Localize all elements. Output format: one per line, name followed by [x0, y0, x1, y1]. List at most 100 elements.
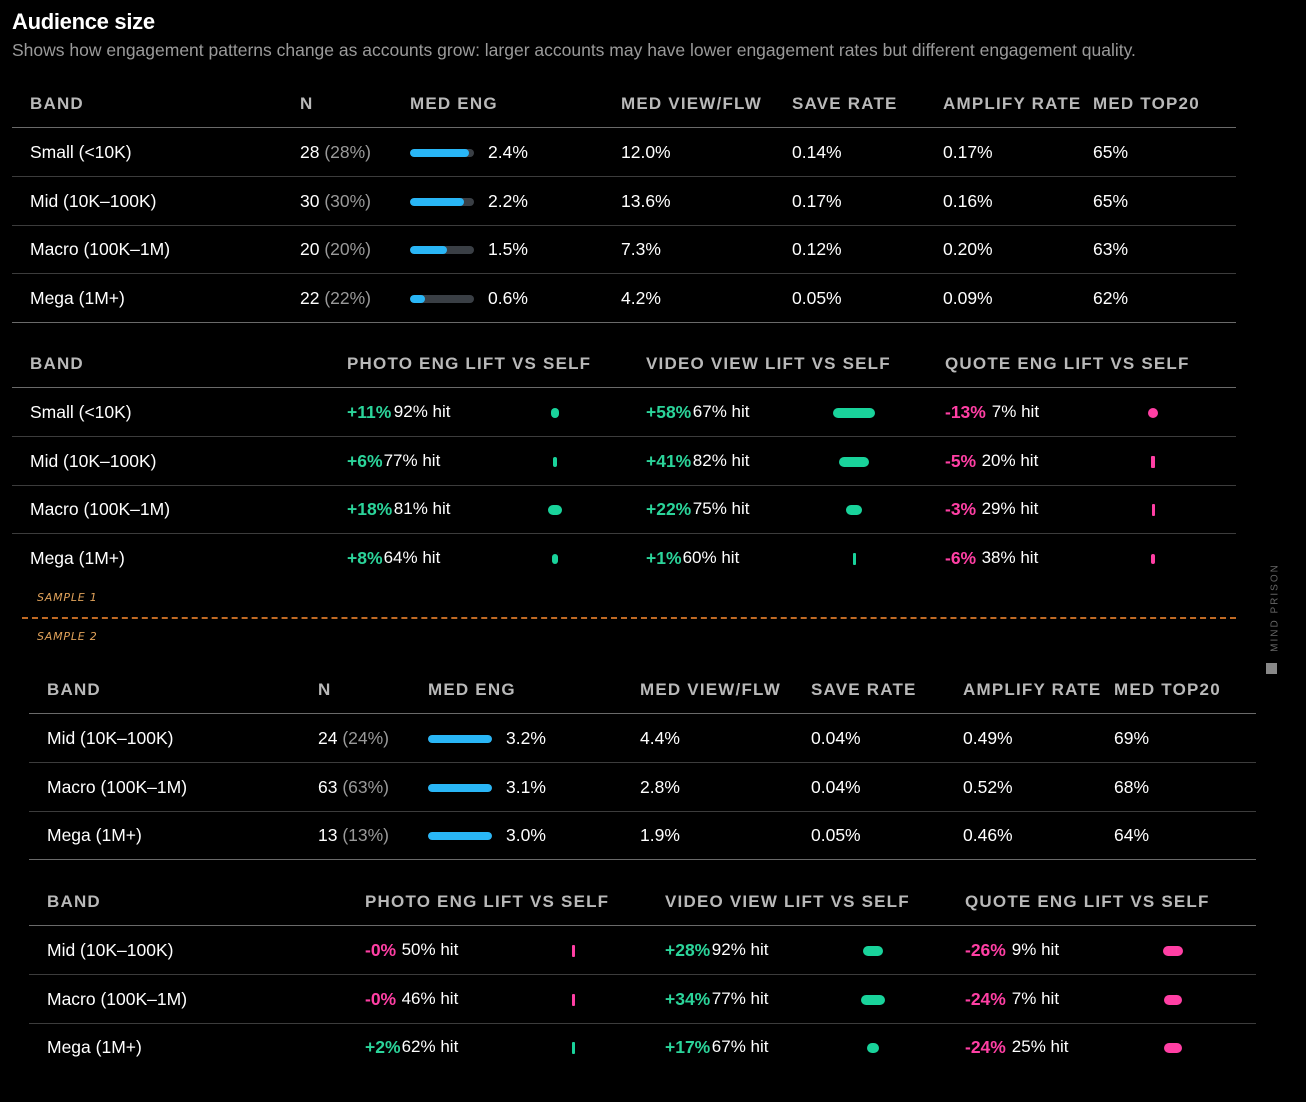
photo-hit-rate: 50% hit [401, 940, 459, 959]
photo-hit-rate: 92% hit [393, 402, 451, 421]
photo-lift-value: +2% [365, 1037, 401, 1058]
band-label: Macro (100K–1M) [47, 988, 188, 1009]
column-header: MED ENG [428, 680, 516, 699]
med-eng-bar [428, 832, 492, 841]
column-header: AMPLIFY RATE [963, 680, 1102, 699]
column-header: QUOTE ENG LIFT VS SELF [965, 892, 1210, 911]
band-label: Mega (1M+) [47, 825, 142, 846]
video-lift-value: +28% [665, 940, 711, 960]
chart-title: Audience size [12, 9, 155, 34]
count-percent: (22%) [324, 287, 372, 308]
quote-hit-rate: 38% hit [981, 547, 1039, 567]
sample-label: SAMPLE 2 [37, 630, 98, 643]
sample-count: 28 (28%) [300, 142, 371, 163]
row-divider [12, 273, 1236, 275]
photo-lift-value: +8% [347, 547, 383, 568]
video-hit-rate: 92% hit [711, 940, 769, 959]
med-top20-value: 68% [1114, 776, 1150, 797]
med-eng-bar [410, 246, 474, 255]
column-header: MED VIEW/FLW [621, 94, 762, 113]
video-lift-marker [845, 505, 863, 516]
band-label: Small (<10K) [30, 402, 132, 422]
header-divider [12, 127, 1236, 128]
quote-hit-rate: 7% hit [1011, 988, 1060, 1008]
video-lift-value: +17% [665, 1037, 711, 1058]
count-percent: (28%) [324, 142, 372, 162]
count-value: 63 [318, 776, 343, 797]
row-divider [29, 1022, 1256, 1024]
count-value: 20 [300, 239, 325, 260]
med-eng-value: 0.6% [488, 287, 528, 308]
column-header: BAND [30, 94, 84, 113]
med-eng-bar-fill [428, 783, 492, 792]
band-label: Mid (10K–100K) [30, 450, 157, 471]
quote-lift-value: -5% [945, 450, 977, 471]
med-view-value: 7.3% [621, 239, 661, 260]
sample-label: SAMPLE 1 [37, 591, 98, 604]
save-rate-value: 0.17% [792, 190, 842, 211]
video-hit-rate: 67% hit [711, 1037, 769, 1057]
med-eng-bar [428, 783, 492, 792]
save-rate-value: 0.14% [792, 142, 842, 162]
sample-divider [22, 617, 1236, 619]
column-header: AMPLIFY RATE [943, 94, 1082, 113]
med-view-value: 4.4% [640, 728, 680, 748]
quote-lift-value: -26% [965, 940, 1006, 960]
quote-lift-value: -24% [965, 1037, 1006, 1058]
row-divider [29, 810, 1256, 812]
row-divider [12, 224, 1236, 226]
save-rate-value: 0.05% [811, 825, 861, 846]
band-label: Mid (10K–100K) [47, 940, 174, 960]
amplify-rate-value: 0.52% [963, 776, 1013, 797]
photo-hit-rate: 62% hit [401, 1037, 459, 1057]
med-eng-bar [410, 197, 474, 206]
count-value: 24 [318, 728, 343, 748]
video-lift-value: +1% [646, 547, 682, 568]
column-header: QUOTE ENG LIFT VS SELF [945, 354, 1190, 373]
count-percent: (20%) [324, 239, 372, 260]
quote-hit-rate: 7% hit [991, 402, 1040, 421]
photo-hit-rate: 64% hit [383, 547, 441, 567]
photo-lift-marker [571, 1042, 575, 1055]
count-percent: (30%) [324, 190, 372, 211]
column-header: N [300, 94, 314, 113]
video-lift-marker [852, 552, 856, 565]
sample-count: 22 (22%) [300, 288, 371, 309]
band-label: Mega (1M+) [30, 287, 125, 308]
band-label: Mega (1M+) [30, 547, 125, 568]
video-lift-marker [860, 994, 886, 1005]
med-view-value: 2.8% [640, 776, 680, 797]
column-header: MED TOP20 [1114, 680, 1221, 699]
quote-lift-marker [1150, 553, 1156, 564]
photo-hit-rate: 46% hit [401, 988, 459, 1008]
video-lift-marker [862, 946, 884, 956]
photo-hit-rate: 77% hit [383, 450, 441, 470]
band-label: Small (<10K) [30, 142, 132, 162]
quote-lift-marker [1163, 946, 1183, 956]
quote-lift-value: -3% [945, 499, 977, 520]
photo-lift-value: -0% [365, 988, 397, 1009]
med-eng-bar-fill [428, 735, 492, 743]
save-rate-value: 0.12% [792, 239, 842, 260]
table-bottom-border [29, 859, 1256, 861]
save-rate-value: 0.05% [792, 287, 842, 308]
med-eng-value: 2.4% [488, 142, 528, 162]
med-eng-bar-fill [410, 197, 465, 206]
header-divider [29, 713, 1256, 714]
med-eng-bar-fill [410, 246, 447, 255]
med-eng-value: 3.1% [506, 776, 546, 797]
band-label: Macro (100K–1M) [30, 499, 171, 520]
video-hit-rate: 75% hit [692, 499, 750, 519]
photo-lift-marker [550, 408, 560, 418]
photo-lift-value: +11% [347, 402, 392, 422]
amplify-rate-value: 0.49% [963, 728, 1013, 748]
count-value: 22 [300, 287, 325, 308]
row-divider [12, 436, 1236, 437]
column-header: SAVE RATE [792, 94, 898, 113]
watermark-text: MIND PRISON [1269, 563, 1281, 652]
quote-lift-marker [1151, 455, 1155, 468]
med-view-value: 12.0% [621, 142, 671, 162]
video-hit-rate: 77% hit [711, 988, 769, 1008]
column-header: BAND [47, 892, 101, 911]
amplify-rate-value: 0.17% [943, 142, 993, 162]
